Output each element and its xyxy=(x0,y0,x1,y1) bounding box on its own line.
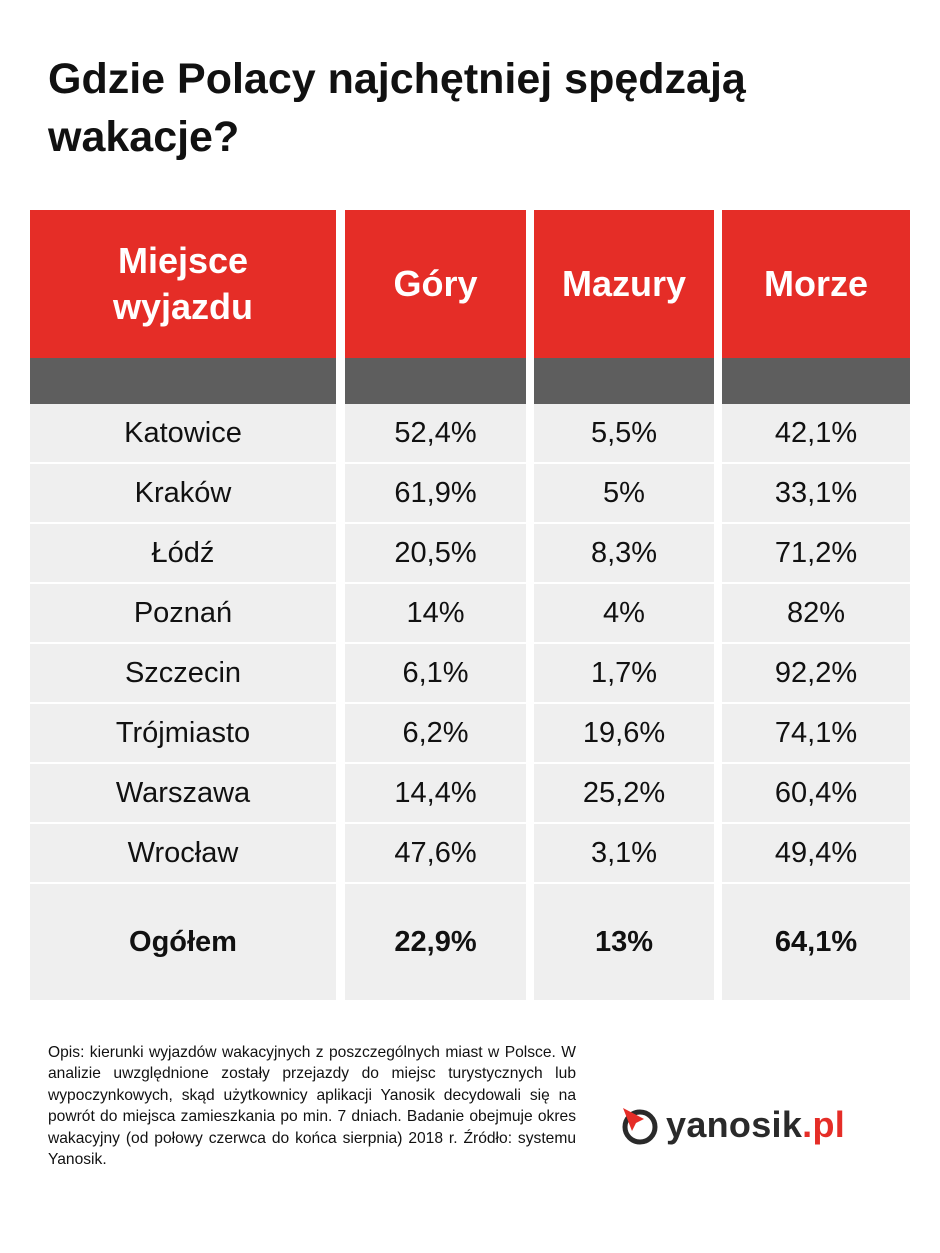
value-cell: 1,7% xyxy=(534,644,714,704)
value-cell: 3,1% xyxy=(534,824,714,884)
logo-wordmark: yanosik.pl xyxy=(666,1104,845,1146)
city-cell: Kraków xyxy=(30,464,336,524)
header-city: Miejsce wyjazdu xyxy=(30,210,336,358)
value-cell: 71,2% xyxy=(722,524,910,584)
logo-suffix: .pl xyxy=(802,1104,846,1145)
data-table: Miejsce wyjazdu Katowice Kraków Łódź Poz… xyxy=(30,210,910,1000)
value-cell: 8,3% xyxy=(534,524,714,584)
city-cell: Warszawa xyxy=(30,764,336,824)
subheader-bar xyxy=(30,358,336,404)
city-cell: Wrocław xyxy=(30,824,336,884)
logo-name: yanosik xyxy=(666,1104,803,1145)
yanosik-logo-icon xyxy=(622,1108,658,1145)
value-cell: 5,5% xyxy=(534,404,714,464)
description-note: Opis: kierunki wyjazdów wakacyjnych z po… xyxy=(48,1044,576,1169)
value-cell: 4% xyxy=(534,584,714,644)
value-cell: 19,6% xyxy=(534,704,714,764)
value-cell: 25,2% xyxy=(534,764,714,824)
value-cell: 49,4% xyxy=(722,824,910,884)
value-cell: 74,1% xyxy=(722,704,910,764)
value-cell: 82% xyxy=(722,584,910,644)
value-cell: 14,4% xyxy=(345,764,526,824)
subheader-bar xyxy=(722,358,910,404)
value-cell: 42,1% xyxy=(722,404,910,464)
column-body: 5,5% 5% 8,3% 4% 1,7% 19,6% 25,2% 3,1% 13… xyxy=(534,404,714,1000)
value-cell: 14% xyxy=(345,584,526,644)
value-cell: 6,1% xyxy=(345,644,526,704)
column-morze: Morze 42,1% 33,1% 71,2% 82% 92,2% 74,1% … xyxy=(722,210,910,1000)
value-cell: 5% xyxy=(534,464,714,524)
value-cell: 6,2% xyxy=(345,704,526,764)
city-cell: Szczecin xyxy=(30,644,336,704)
total-value: 64,1% xyxy=(774,925,858,958)
header-mazury: Mazury xyxy=(534,210,714,358)
value-cell: 60,4% xyxy=(722,764,910,824)
value-cell: 61,9% xyxy=(345,464,526,524)
city-cell: Trójmiasto xyxy=(30,704,336,764)
subheader-bar xyxy=(534,358,714,404)
subheader-bar xyxy=(345,358,526,404)
city-cell: Poznań xyxy=(30,584,336,644)
column-body: 42,1% 33,1% 71,2% 82% 92,2% 74,1% 60,4% … xyxy=(722,404,910,1000)
header-gory: Góry xyxy=(345,210,526,358)
total-value: 22,9% xyxy=(394,925,477,958)
column-body: 52,4% 61,9% 20,5% 14% 6,1% 6,2% 14,4% 47… xyxy=(345,404,526,1000)
value-cell: 92,2% xyxy=(722,644,910,704)
column-mazury: Mazury 5,5% 5% 8,3% 4% 1,7% 19,6% 25,2% … xyxy=(534,210,714,1000)
value-cell: 33,1% xyxy=(722,464,910,524)
value-cell: 47,6% xyxy=(345,824,526,884)
page-title: Gdzie Polacy najchętniej spędzają wakacj… xyxy=(48,55,746,161)
total-label: Ogółem xyxy=(129,925,237,958)
value-cell: 52,4% xyxy=(345,404,526,464)
value-cell: 20,5% xyxy=(345,524,526,584)
city-cell: Katowice xyxy=(30,404,336,464)
total-value: 13% xyxy=(594,925,654,958)
column-city: Miejsce wyjazdu Katowice Kraków Łódź Poz… xyxy=(30,210,336,1000)
city-cell: Łódź xyxy=(30,524,336,584)
header-morze: Morze xyxy=(722,210,910,358)
brand-logo: yanosik.pl xyxy=(620,1100,890,1150)
column-body: Katowice Kraków Łódź Poznań Szczecin Tró… xyxy=(30,404,336,1000)
column-gory: Góry 52,4% 61,9% 20,5% 14% 6,1% 6,2% 14,… xyxy=(345,210,526,1000)
